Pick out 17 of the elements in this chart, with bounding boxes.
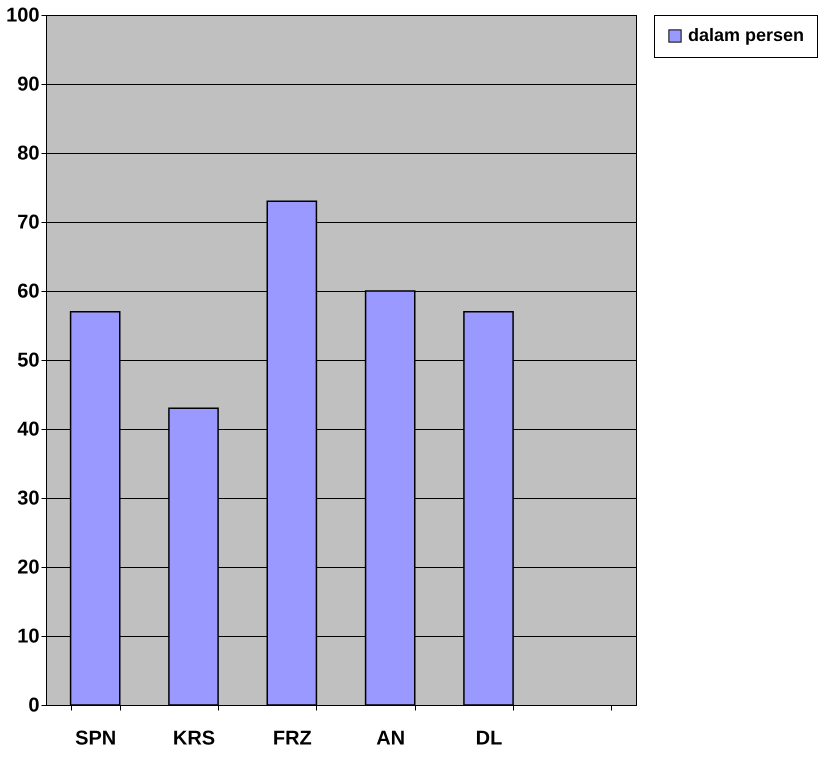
x-tick-label: AN bbox=[376, 728, 406, 750]
y-tick-label: 0 bbox=[28, 694, 40, 716]
y-tick-label: 100 bbox=[6, 4, 40, 26]
y-tick-label: 70 bbox=[17, 212, 40, 234]
y-tick-label: 50 bbox=[17, 350, 40, 372]
y-tick-label: 80 bbox=[17, 142, 40, 164]
x-tick-label: KRS bbox=[172, 728, 216, 750]
y-tick-label: 20 bbox=[17, 556, 40, 578]
x-tick-label: DL bbox=[476, 728, 502, 750]
y-tick-label: 60 bbox=[17, 280, 40, 302]
y-tick-label: 30 bbox=[17, 488, 40, 510]
x-tick-label: SPN bbox=[75, 728, 116, 750]
y-tick-label: 90 bbox=[17, 74, 40, 96]
y-tick-label: 10 bbox=[17, 626, 40, 648]
y-tick-label: 40 bbox=[17, 418, 40, 440]
legend-label: dalam persen bbox=[688, 25, 804, 45]
x-tick-label: FRZ bbox=[272, 728, 312, 750]
